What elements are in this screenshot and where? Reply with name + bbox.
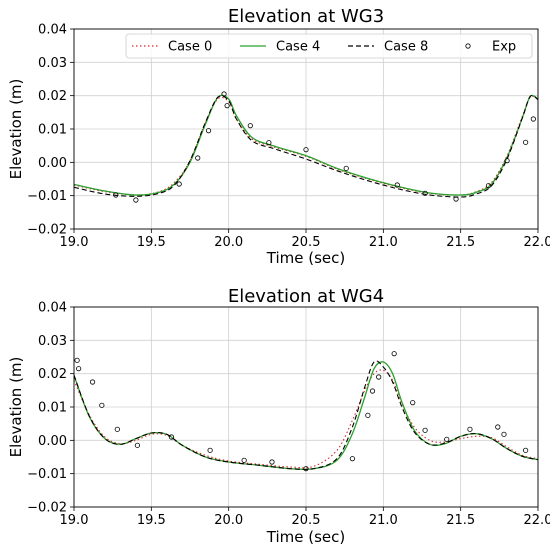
- exp-point: [195, 155, 201, 161]
- exp-point: [501, 431, 507, 437]
- x-tick-label: 21.0: [369, 235, 398, 250]
- axes-frame: [73, 28, 539, 230]
- exp-point: [444, 436, 450, 442]
- exp-point: [369, 388, 376, 394]
- series-line-case-0: [74, 95, 538, 196]
- exp-point: [74, 357, 80, 363]
- y-tick-label: −0.02: [27, 223, 67, 238]
- exp-point: [467, 426, 473, 432]
- x-tick-label: 21.5: [446, 235, 475, 250]
- legend-label: Case 8: [384, 40, 428, 55]
- exp-point: [391, 351, 397, 357]
- exp-point: [113, 192, 119, 198]
- exp-point: [99, 402, 105, 408]
- exp-point: [205, 128, 212, 134]
- exp-point: [495, 424, 501, 430]
- exp-point: [134, 442, 141, 448]
- exp-point: [168, 434, 175, 440]
- exp-point: [365, 412, 371, 418]
- exp-point: [453, 196, 459, 202]
- series-exp-markers: [74, 351, 529, 472]
- y-tick-label: −0.02: [27, 501, 67, 516]
- x-tick-label: 20.0: [214, 235, 243, 250]
- exp-point: [485, 183, 492, 189]
- y-tick-label: 0.03: [38, 334, 67, 349]
- exp-point: [523, 139, 529, 145]
- chart-wg4: 19.0 19.5 20.0 20.5 21.0 21.5 22.0 −0.02 −0.01 0.…: [7, 286, 550, 546]
- x-tick-label: 19.0: [60, 235, 89, 250]
- y-tick-label: −0.01: [27, 467, 67, 482]
- legend-label: Case 0: [168, 40, 212, 55]
- series-line-case-4: [74, 94, 538, 196]
- chart-title: Elevation at WG3: [228, 6, 384, 27]
- y-tick-label: 0.00: [38, 434, 67, 449]
- y-axis-label: Elevation (m): [7, 79, 25, 180]
- exp-point: [410, 400, 416, 406]
- exp-point: [303, 147, 309, 153]
- y-tick-label: 0.03: [38, 56, 67, 71]
- x-tick-label: 19.5: [137, 513, 166, 528]
- x-axis-label: Time (sec): [266, 528, 345, 546]
- y-tick-label: 0.04: [38, 301, 67, 316]
- exp-point: [376, 374, 382, 380]
- exp-point: [221, 91, 227, 97]
- y-tick-label: 0.01: [38, 123, 67, 138]
- y-axis-label: Elevation (m): [7, 357, 25, 458]
- exp-point: [89, 379, 96, 385]
- chart-wg3: 19.0 19.5 20.0 20.5 21.0 21.5 22.0 −0.02 −0.01 0.…: [7, 6, 550, 267]
- exp-point: [349, 456, 355, 462]
- exp-point: [241, 457, 247, 463]
- exp-point: [422, 427, 428, 433]
- x-axis-label: Time (sec): [266, 249, 345, 267]
- exp-point: [530, 116, 536, 122]
- legend-marker-exp: [465, 43, 471, 49]
- y-tick-label: 0.02: [38, 89, 67, 104]
- series-line-case-8: [74, 360, 538, 471]
- x-tick-label: 20.0: [214, 513, 243, 528]
- x-tick-label: 20.5: [292, 513, 321, 528]
- y-tick-label: 0.00: [38, 156, 67, 171]
- x-tick-label: 22.0: [524, 513, 550, 528]
- x-tick-label: 21.0: [369, 513, 398, 528]
- x-tick-label: 19.5: [137, 235, 166, 250]
- exp-point: [207, 447, 213, 453]
- y-tick-label: 0.04: [38, 23, 67, 38]
- exp-point: [224, 103, 230, 109]
- y-tick-label: −0.01: [27, 189, 67, 204]
- legend-box: [125, 33, 533, 59]
- exp-point: [176, 181, 182, 187]
- legend-label: Exp: [492, 40, 516, 55]
- exp-point: [303, 466, 309, 472]
- exp-point: [504, 158, 510, 164]
- x-tick-label: 20.5: [292, 235, 321, 250]
- exp-point: [394, 182, 400, 188]
- x-tick-label: 19.0: [60, 513, 89, 528]
- exp-point: [266, 140, 272, 146]
- exp-point: [76, 366, 82, 372]
- y-tick-label: 0.02: [38, 367, 67, 382]
- exp-point: [343, 165, 349, 171]
- chart-title: Elevation at WG4: [228, 286, 384, 307]
- series-line-case-8: [74, 94, 538, 198]
- exp-point: [269, 459, 275, 465]
- y-tick-label: 0.01: [38, 401, 67, 416]
- x-tick-label: 21.5: [446, 513, 475, 528]
- legend-label: Case 4: [276, 40, 320, 55]
- exp-point: [523, 447, 529, 453]
- x-tick-label: 22.0: [524, 235, 550, 250]
- exp-point: [247, 123, 253, 129]
- exp-point: [114, 426, 120, 432]
- series-exp-markers: [113, 91, 536, 203]
- axes-frame: [73, 306, 539, 508]
- exp-point: [133, 197, 139, 203]
- exp-point: [422, 190, 428, 196]
- legend: Case 0 Case 4 Case 8 Exp: [125, 33, 533, 59]
